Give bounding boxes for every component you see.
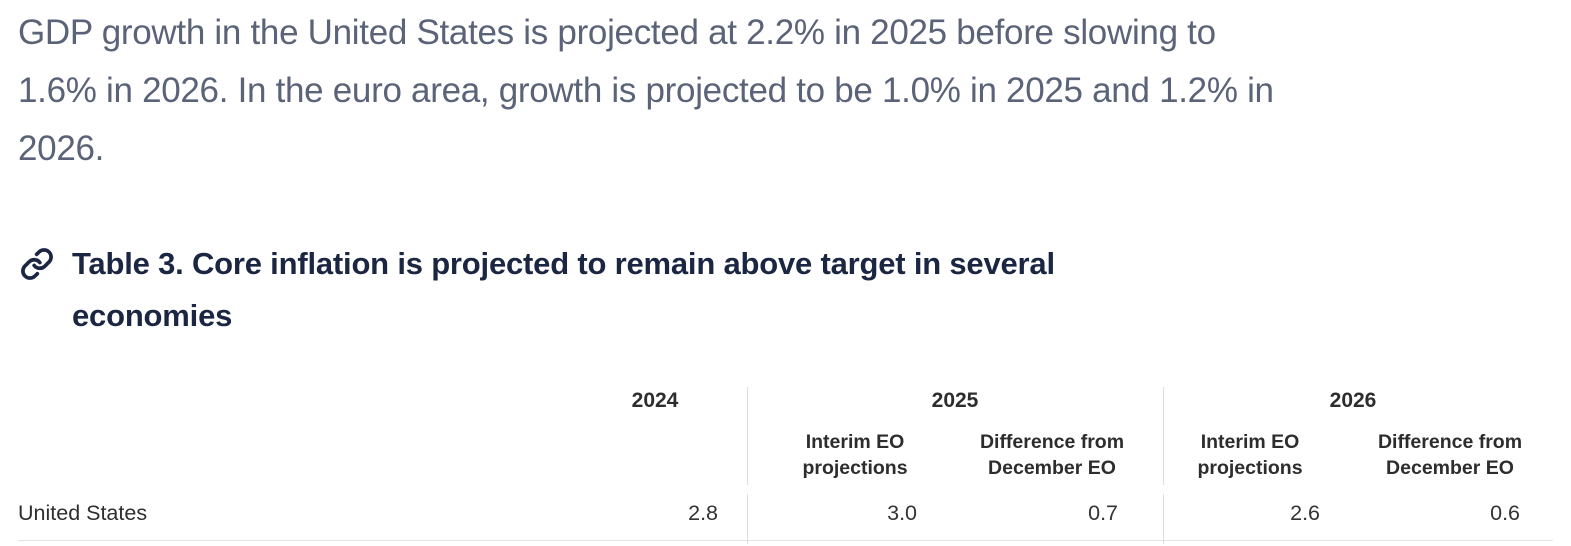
body-paragraph: GDP growth in the United States is proje… bbox=[18, 4, 1563, 178]
heading-line: Table 3. Core inflation is projected to … bbox=[72, 246, 1055, 281]
paragraph-line: 1.6% in 2026. In the euro area, growth i… bbox=[18, 71, 1274, 110]
table-heading: Table 3. Core inflation is projected to … bbox=[20, 238, 1055, 342]
column-divider bbox=[747, 387, 748, 485]
table-cell-2026-interim: 2.6 bbox=[1290, 501, 1320, 525]
table-cell-2024: 2.8 bbox=[688, 501, 718, 525]
subheader-2025-difference-from-december-eo: Difference from December EO bbox=[979, 431, 1125, 479]
row-label: United States bbox=[18, 501, 148, 525]
column-divider bbox=[1163, 387, 1164, 485]
row-divider bbox=[18, 540, 1553, 541]
table-heading-text: Table 3. Core inflation is projected to … bbox=[72, 238, 1055, 342]
table-cell-2025-difference: 0.7 bbox=[1088, 501, 1118, 525]
year-header-2026: 2026 bbox=[1329, 389, 1377, 412]
column-divider bbox=[1163, 494, 1164, 544]
subheader-2025-interim-eo-projections: Interim EO projections bbox=[802, 431, 908, 479]
table-cell-2026-difference: 0.6 bbox=[1490, 501, 1520, 525]
heading-line: economies bbox=[72, 298, 233, 333]
subheader-2026-interim-eo-projections: Interim EO projections bbox=[1197, 431, 1303, 479]
year-header-2025: 2025 bbox=[931, 389, 979, 412]
link-icon[interactable] bbox=[20, 247, 54, 281]
paragraph-line: GDP growth in the United States is proje… bbox=[18, 13, 1216, 52]
year-header-2024: 2024 bbox=[631, 389, 679, 412]
subheader-2026-difference-from-december-eo: Difference from December EO bbox=[1377, 431, 1523, 479]
paragraph-line: 2026. bbox=[18, 129, 105, 168]
column-divider bbox=[747, 494, 748, 544]
table-cell-2025-interim: 3.0 bbox=[887, 501, 917, 525]
